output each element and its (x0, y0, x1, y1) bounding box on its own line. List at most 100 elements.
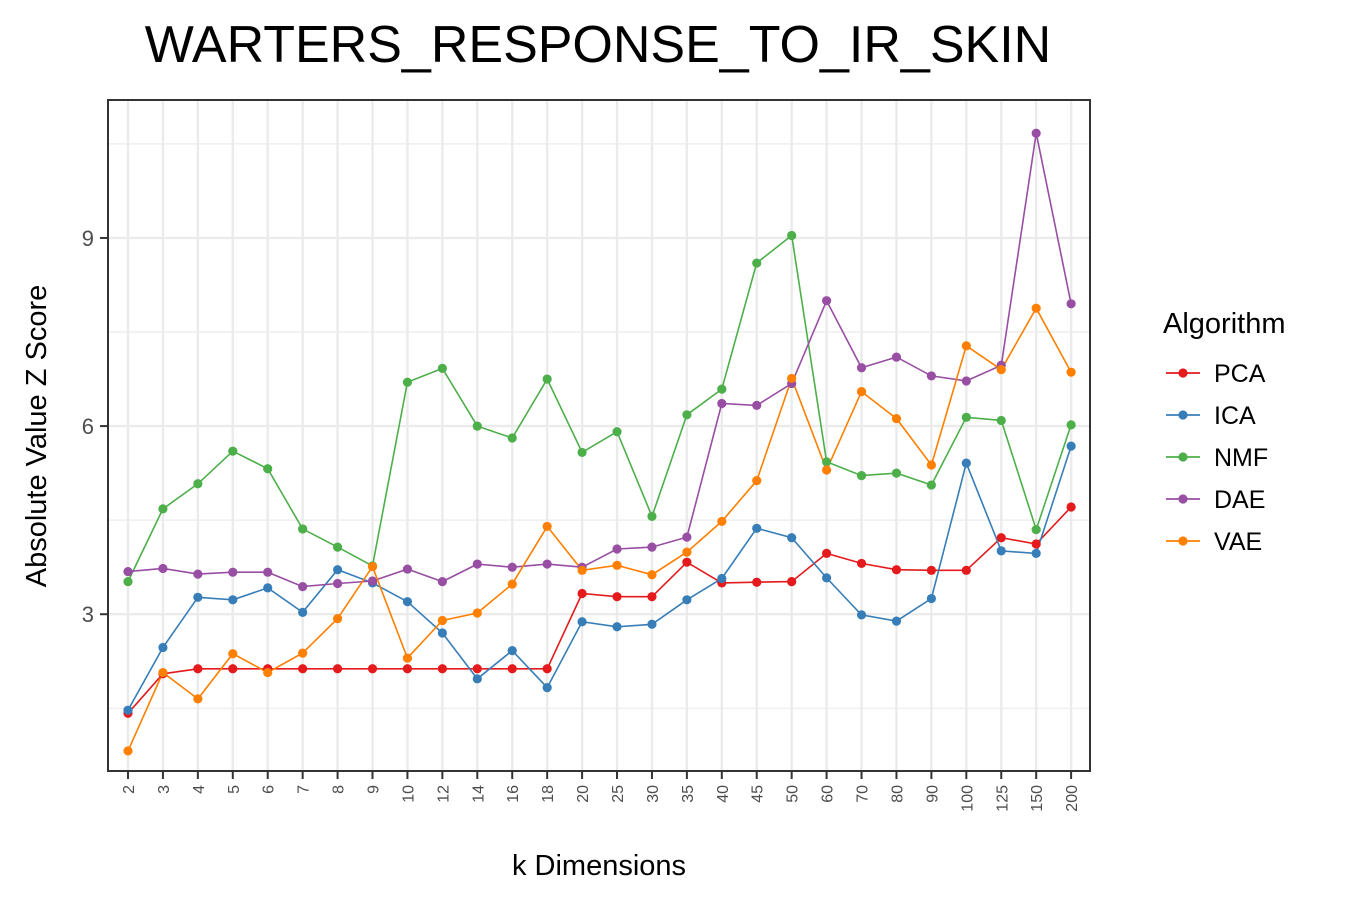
data-point-dae (612, 544, 622, 554)
data-point-dae (647, 542, 657, 552)
data-point-dae (263, 567, 273, 577)
data-point-nmf (647, 511, 657, 521)
legend-key-point (1178, 494, 1188, 504)
data-point-nmf (1066, 420, 1076, 430)
data-point-vae (193, 694, 203, 704)
x-tick-label: 30 (645, 785, 662, 803)
x-tick-label: 10 (400, 785, 417, 803)
data-point-dae (961, 376, 971, 386)
chart-title: WARTERS_RESPONSE_TO_IR_SKIN (145, 16, 1051, 74)
legend-key-point (1178, 536, 1188, 546)
data-point-pca (647, 592, 657, 602)
data-point-nmf (472, 421, 482, 431)
data-point-dae (856, 363, 867, 373)
data-point-ica (856, 610, 867, 620)
data-point-ica (263, 583, 273, 593)
x-tick-label: 3 (156, 785, 173, 794)
data-point-ica (332, 565, 343, 575)
x-tick-label: 70 (855, 785, 872, 803)
x-tick-label: 25 (610, 785, 627, 803)
data-point-dae (717, 398, 727, 409)
y-tick-label: 3 (82, 602, 94, 627)
data-point-dae (752, 400, 762, 410)
data-point-pca (612, 592, 622, 602)
data-point-nmf (542, 374, 552, 384)
data-point-pca (298, 664, 308, 674)
x-tick-label: 8 (331, 785, 348, 794)
data-point-dae (228, 567, 238, 577)
data-point-ica (158, 642, 168, 653)
x-tick-label: 4 (191, 785, 208, 794)
x-tick-label: 100 (959, 785, 976, 812)
data-point-dae (332, 578, 343, 589)
data-point-pca (402, 664, 413, 674)
data-point-ica (926, 593, 936, 604)
y-axis-title: Absolute Value Z Score (21, 285, 53, 588)
data-point-pca (926, 565, 936, 575)
series-line-nmf (127, 234, 1072, 582)
data-point-nmf (752, 258, 762, 268)
x-tick-label: 20 (575, 785, 592, 803)
data-point-dae (472, 559, 482, 569)
data-point-dae (193, 569, 203, 579)
data-point-pca (996, 533, 1006, 543)
x-tick-label: 200 (1064, 785, 1081, 812)
series-line-vae (127, 306, 1072, 752)
legend: Algorithm PCA ICA NMF DAE VAE (1163, 308, 1286, 556)
data-point-ica (717, 573, 727, 584)
x-tick-label: 60 (820, 785, 837, 803)
panel-border (107, 99, 1091, 772)
x-tick-label: 6 (261, 785, 278, 794)
series-line-dae (127, 133, 1072, 588)
data-point-nmf (263, 464, 273, 474)
data-point-dae (402, 564, 413, 574)
data-point-ica (1066, 441, 1076, 451)
legend-key-point (1178, 410, 1188, 420)
data-point-ica (437, 628, 447, 638)
data-point-pca (787, 577, 797, 587)
data-point-ica (228, 595, 238, 605)
data-point-dae (298, 582, 308, 592)
data-point-nmf (996, 415, 1006, 426)
data-point-nmf (891, 468, 902, 478)
x-tick-label: 45 (750, 785, 767, 803)
data-point-vae (787, 373, 797, 384)
data-point-ica (1031, 548, 1041, 558)
data-point-vae (298, 648, 308, 658)
data-point-ica (891, 616, 902, 626)
data-point-nmf (228, 446, 238, 456)
data-point-nmf (437, 363, 447, 373)
data-point-vae (961, 341, 971, 351)
data-point-vae (717, 516, 727, 527)
data-point-vae (367, 561, 378, 572)
x-tick-label: 7 (296, 785, 313, 794)
data-point-vae (752, 476, 762, 486)
x-tick-label: 80 (889, 785, 906, 803)
x-tick-label: 5 (226, 785, 243, 794)
data-point-pca (193, 664, 203, 674)
data-point-dae (891, 352, 902, 362)
data-point-pca (507, 664, 517, 674)
data-point-dae (926, 371, 936, 381)
data-point-nmf (1031, 524, 1041, 535)
data-point-pca (367, 664, 378, 674)
data-point-vae (682, 547, 692, 557)
data-point-nmf (612, 427, 622, 437)
data-point-ica (996, 546, 1006, 556)
x-tick-label: 16 (505, 785, 522, 803)
data-point-nmf (856, 471, 867, 481)
data-point-nmf (123, 577, 133, 587)
x-tick-label: 90 (924, 785, 941, 803)
data-point-ica (402, 597, 413, 607)
data-point-ica (961, 458, 971, 468)
data-point-dae (437, 577, 447, 587)
data-point-vae (263, 667, 273, 678)
x-tick-label: 18 (540, 785, 557, 803)
legend-label: PCA (1214, 360, 1266, 388)
data-point-vae (507, 579, 517, 589)
data-point-dae (1066, 299, 1076, 309)
data-point-dae (367, 576, 378, 586)
data-point-ica (787, 533, 797, 543)
data-point-vae (332, 614, 343, 624)
